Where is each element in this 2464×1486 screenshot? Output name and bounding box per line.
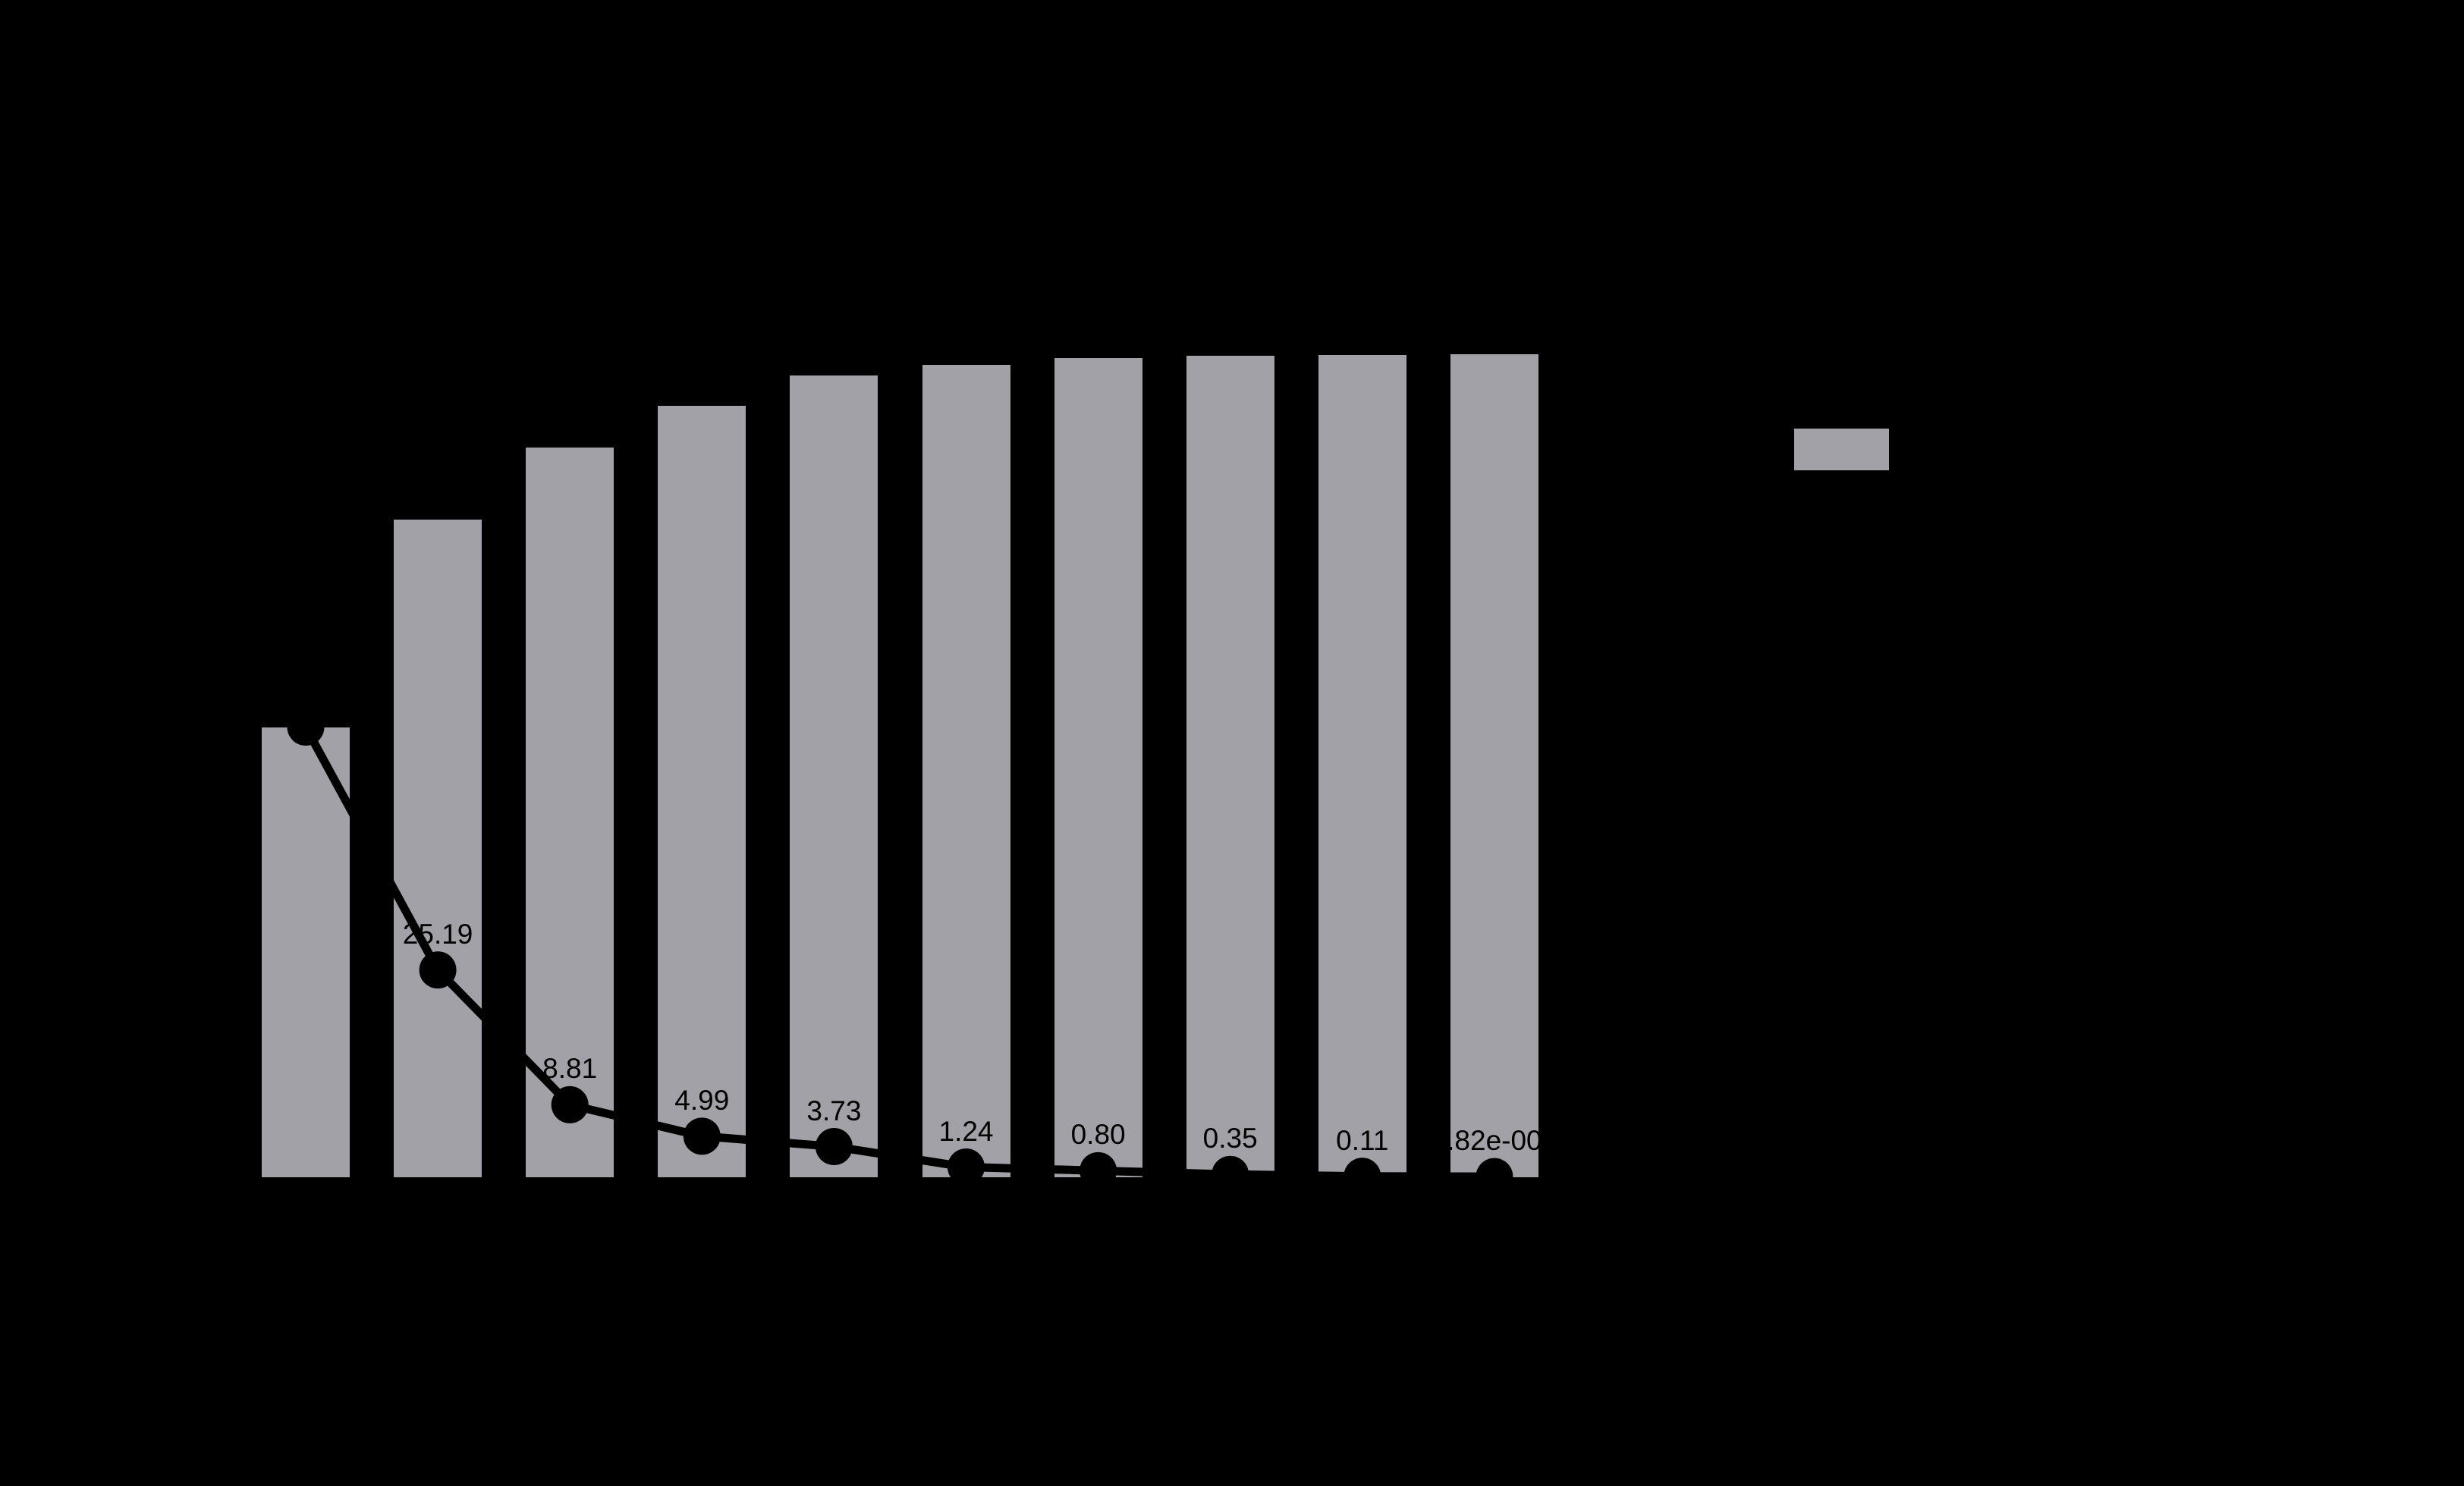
bar-cumulative-9 (1318, 355, 1406, 1177)
bar-cumulative-10 (1450, 354, 1538, 1177)
point-label-4: 4.99 (674, 1085, 730, 1116)
point-label-6: 1.24 (938, 1115, 994, 1147)
bar-cumulative-8 (1186, 356, 1274, 1177)
bar-cumulative-1 (262, 727, 350, 1177)
bar-cumulative-5 (790, 375, 878, 1177)
bar-cumulative-7 (1054, 358, 1142, 1177)
bar-cumulative-2 (394, 520, 482, 1177)
point-label-3: 8.81 (542, 1053, 598, 1085)
point-label-9: 0.11 (1336, 1124, 1389, 1156)
point-label-7: 0.80 (1070, 1119, 1126, 1151)
point-label-2: 25.19 (402, 918, 473, 950)
point-label-8: 0.35 (1202, 1123, 1258, 1155)
point-label-5: 3.73 (806, 1095, 862, 1126)
bar-cumulative-6 (922, 365, 1010, 1177)
legend-swatch (1794, 429, 1889, 470)
point-label-10: .82e-00 (1447, 1125, 1542, 1157)
bar-cumulative-4 (658, 406, 746, 1177)
line-path (302, 724, 1494, 1181)
